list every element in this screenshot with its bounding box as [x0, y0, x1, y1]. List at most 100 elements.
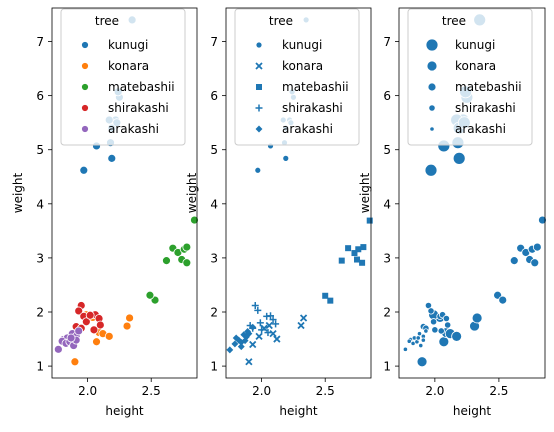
data-point-konara [438, 336, 450, 348]
y-tick-label: 6 [36, 89, 44, 103]
data-point-matebashii [345, 245, 352, 252]
data-point-shirakashi [264, 329, 272, 337]
data-point-konara [299, 314, 308, 322]
data-point-shirakashi [444, 321, 452, 329]
data-point-konara [245, 358, 253, 366]
legend-marker-kunugi [255, 41, 263, 49]
data-point-kunugi [79, 165, 89, 175]
data-point-shirakashi [272, 320, 280, 328]
legend-label-kunugi: kunugi [455, 38, 495, 52]
legend-label-matebashii: matebashii [108, 80, 175, 94]
y-tick-label: 6 [210, 89, 218, 103]
legend-marker-shirakashi [81, 104, 89, 112]
data-point-arakashi [244, 328, 252, 335]
y-tick-label: 5 [383, 143, 391, 157]
data-point-matebashii [498, 295, 508, 305]
data-point-arakashi [415, 335, 421, 341]
data-point-konara [451, 330, 463, 342]
legend-marker-matebashii [256, 84, 262, 90]
data-point-konara [125, 313, 134, 323]
data-point-konara-stroke-b [245, 358, 253, 366]
data-point-konara [273, 335, 281, 343]
data-point-konara-stroke-b [249, 340, 257, 349]
y-tick-label: 3 [36, 251, 44, 265]
data-point-kunugi [424, 163, 438, 177]
data-point-matebashii [538, 215, 547, 225]
y-tick-label: 1 [210, 360, 218, 374]
y-tick-label: 4 [383, 197, 391, 211]
data-point-konara [297, 321, 305, 330]
y-tick-label: 5 [36, 143, 44, 157]
data-point-shirakashi [251, 302, 259, 310]
data-point-arakashi [237, 343, 245, 351]
data-point-arakashi [66, 333, 76, 343]
y-tick-label: 6 [383, 89, 391, 103]
data-point-arakashi [231, 340, 239, 348]
x-tick-label: 2.5 [142, 384, 161, 398]
legend-marker-arakashi [255, 125, 263, 133]
data-point-shirakashi [81, 317, 91, 327]
y-tick-label: 5 [210, 143, 218, 157]
data-point-arakashi [232, 334, 240, 342]
data-point-shirakashi [256, 319, 264, 327]
panel-3: tree kunugi konara matebashii shirakashi arak… [358, 7, 547, 418]
legend-marker-shirakashi [428, 104, 436, 112]
data-point-kunugi [282, 154, 290, 162]
y-tick-label: 3 [210, 251, 218, 265]
legend-label-shirakashi: shirakashi [282, 101, 343, 115]
axes-frame [225, 7, 372, 379]
data-point-shirakashi [442, 314, 450, 323]
legend-title: tree [95, 14, 119, 28]
data-point-shirakashi [258, 326, 266, 334]
data-point-matebashii [355, 246, 362, 253]
x-axis-label: height [453, 404, 492, 418]
data-point-arakashi [241, 337, 249, 345]
legend-label-matebashii: matebashii [282, 80, 349, 94]
y-tick-label: 4 [36, 197, 44, 211]
data-point-konara-stroke-b [265, 321, 273, 330]
legend-label-matebashii: matebashii [455, 80, 522, 94]
data-point-konara [104, 331, 114, 341]
panel-1: tree kunugi konara matebashii shirakashi arak… [11, 7, 199, 418]
axes-frame [51, 7, 198, 379]
legend-label-kunugi: kunugi [282, 38, 322, 52]
data-point-arakashi [420, 337, 426, 343]
legend-title: tree [269, 14, 293, 28]
axes-frame [398, 7, 546, 379]
data-point-kunugi [254, 166, 262, 174]
data-point-kunugi [107, 153, 117, 163]
legend-label-arakashi: arakashi [455, 122, 506, 136]
y-tick-label: 4 [210, 197, 218, 211]
data-point-arakashi [249, 323, 257, 331]
y-tick-label: 2 [36, 306, 44, 320]
y-tick-label: 2 [210, 306, 218, 320]
panel-2: tree kunugi konara matebashii shirakashi arak… [185, 7, 373, 418]
data-point-matebashii [327, 297, 334, 304]
data-point-matebashii [338, 257, 345, 264]
data-point-kunugi [452, 151, 466, 165]
legend: tree kunugi konara matebashii shirakashi arak… [234, 8, 360, 146]
data-point-matebashii [182, 258, 192, 268]
data-point-konara-stroke-b [299, 314, 308, 322]
data-point-konara-stroke-b [297, 321, 305, 330]
data-point-shirakashi [431, 326, 439, 334]
data-point-matebashii [145, 290, 155, 300]
legend-marker-arakashi [429, 126, 435, 132]
data-point-shirakashi [429, 318, 438, 326]
legend: tree kunugi konara matebashii shirakashi arak… [60, 8, 186, 146]
data-point-shirakashi [427, 307, 435, 315]
data-point-konara-stroke-b [269, 330, 277, 338]
data-point-arakashi [226, 346, 234, 354]
y-axis-label: weight [11, 172, 25, 213]
x-tick-label: 2.5 [316, 384, 335, 398]
y-axis-label: weight [358, 172, 372, 213]
y-tick-label: 7 [210, 35, 218, 49]
y-tick-label: 2 [383, 306, 391, 320]
x-axis-label: height [105, 404, 144, 418]
legend-marker-kunugi [425, 38, 439, 52]
legend-marker-matebashii [81, 83, 89, 91]
data-point-shirakashi [74, 306, 84, 316]
data-point-matebashii [322, 292, 329, 299]
data-point-konara [249, 340, 257, 349]
